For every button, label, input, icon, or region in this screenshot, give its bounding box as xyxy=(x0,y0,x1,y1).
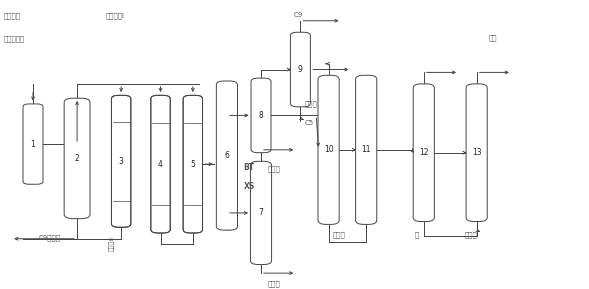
Text: 12: 12 xyxy=(419,148,429,157)
Text: 二烯的粗苯: 二烯的粗苯 xyxy=(4,35,25,42)
Text: 非芳烃: 非芳烃 xyxy=(465,231,478,238)
FancyBboxPatch shape xyxy=(413,84,434,222)
FancyBboxPatch shape xyxy=(290,32,310,107)
Text: BT: BT xyxy=(243,163,254,172)
Text: 甲苯: 甲苯 xyxy=(488,35,497,41)
Text: 3: 3 xyxy=(119,157,124,166)
Text: 非芳烃: 非芳烃 xyxy=(333,231,345,238)
Text: 二甲苯: 二甲苯 xyxy=(305,101,317,107)
Text: C5: C5 xyxy=(305,120,313,126)
Text: 4: 4 xyxy=(158,160,163,169)
FancyBboxPatch shape xyxy=(64,98,90,219)
Text: 9: 9 xyxy=(298,65,303,74)
FancyBboxPatch shape xyxy=(250,161,272,264)
Text: 苯前组分I: 苯前组分I xyxy=(105,12,124,19)
Text: 环戊烷: 环戊烷 xyxy=(267,165,280,172)
FancyBboxPatch shape xyxy=(356,75,377,224)
Text: 5: 5 xyxy=(190,160,196,169)
FancyBboxPatch shape xyxy=(251,78,271,153)
FancyBboxPatch shape xyxy=(466,84,487,222)
Text: 重组分II: 重组分II xyxy=(110,236,115,251)
Text: XS: XS xyxy=(243,182,254,191)
Text: C9: C9 xyxy=(293,12,303,18)
Text: 含双环戊: 含双环戊 xyxy=(4,12,21,19)
FancyBboxPatch shape xyxy=(216,81,237,230)
Text: 1: 1 xyxy=(31,140,35,149)
Text: 13: 13 xyxy=(472,148,481,157)
Text: 6: 6 xyxy=(224,151,229,160)
Text: 7: 7 xyxy=(259,208,263,217)
FancyBboxPatch shape xyxy=(111,95,131,227)
Text: 11: 11 xyxy=(362,145,371,154)
FancyBboxPatch shape xyxy=(151,95,170,233)
Text: 8: 8 xyxy=(259,111,263,120)
FancyBboxPatch shape xyxy=(23,104,43,184)
FancyBboxPatch shape xyxy=(183,95,203,233)
Text: 2: 2 xyxy=(75,154,80,163)
Text: 10: 10 xyxy=(324,145,333,154)
Text: C9重组分: C9重组分 xyxy=(38,234,60,241)
Text: 非芳烃: 非芳烃 xyxy=(267,280,280,287)
Text: 苯: 苯 xyxy=(415,231,419,238)
FancyBboxPatch shape xyxy=(318,75,339,224)
